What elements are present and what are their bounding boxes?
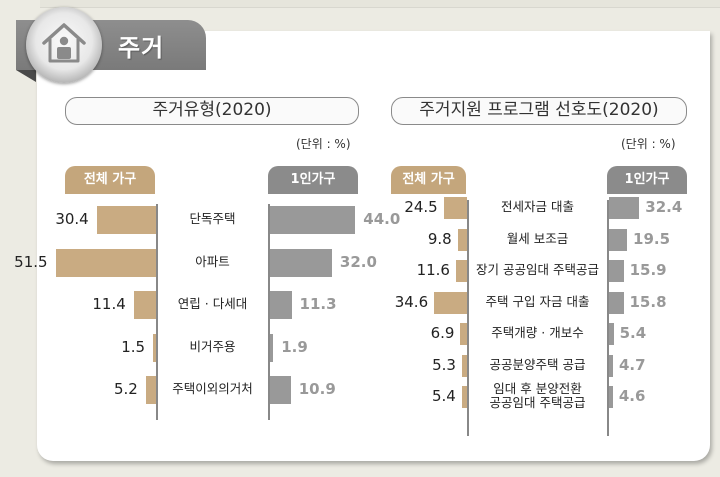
value-all-households: 5.4 bbox=[432, 387, 456, 405]
value-all-households: 1.5 bbox=[121, 337, 146, 356]
tab-fold bbox=[16, 70, 36, 82]
category-label-line: 비거주용 bbox=[189, 338, 236, 354]
bar-single-households bbox=[608, 291, 624, 314]
category-label: 임대 후 분양전환 공공임대 주택공급 bbox=[468, 382, 607, 410]
category-label-line: 월세 보조금 bbox=[506, 230, 569, 246]
category-label: 연립 · 다세대 bbox=[157, 297, 268, 311]
value-all-households: 24.5 bbox=[404, 198, 438, 216]
value-single-households: 32.0 bbox=[339, 252, 377, 271]
category-label-line: 전세자금 대출 bbox=[501, 199, 574, 214]
value-single-households: 5.4 bbox=[619, 324, 647, 342]
value-all-households: 51.5 bbox=[14, 252, 48, 271]
right-axis bbox=[607, 200, 609, 436]
category-label-line: 연립 · 다세대 bbox=[177, 296, 248, 311]
value-single-households: 44.0 bbox=[363, 210, 401, 228]
left-axis bbox=[156, 204, 158, 420]
top-strip bbox=[40, 0, 720, 8]
category-label: 장기 공공임대 주택공급 bbox=[468, 263, 607, 277]
value-all-households: 6.9 bbox=[430, 324, 455, 342]
value-single-households: 4.6 bbox=[618, 387, 646, 405]
category-label-line: 아파트 bbox=[195, 253, 230, 269]
bar-all-households bbox=[457, 228, 467, 251]
bar-all-households bbox=[460, 323, 467, 345]
legend-all-households: 전체 가구 bbox=[391, 166, 466, 194]
legend-all-households: 전체 가구 bbox=[65, 166, 155, 194]
bar-all-households bbox=[55, 248, 156, 277]
category-label: 주택이외의거처 bbox=[157, 382, 268, 396]
bar-all-households bbox=[133, 291, 156, 319]
bar-all-households bbox=[434, 291, 467, 314]
bar-single-households bbox=[269, 376, 291, 404]
section-title: 주거 bbox=[118, 34, 165, 62]
value-single-households: 4.7 bbox=[618, 355, 646, 374]
value-single-households: 15.8 bbox=[629, 292, 667, 311]
value-single-households: 10.9 bbox=[298, 380, 336, 398]
category-label-line: 임대 후 분양전환 bbox=[493, 381, 582, 396]
legend-single-households: 1인가구 bbox=[607, 166, 687, 194]
category-label-line: 단독주택 bbox=[189, 211, 236, 226]
bar-all-households bbox=[455, 260, 467, 282]
bar-single-households bbox=[608, 323, 614, 345]
bar-single-households bbox=[269, 333, 274, 362]
bar-all-households bbox=[461, 354, 467, 377]
value-single-households: 19.5 bbox=[633, 229, 671, 248]
value-single-households: 32.4 bbox=[645, 198, 683, 216]
value-all-households: 34.6 bbox=[394, 292, 429, 311]
bar-all-households bbox=[153, 333, 156, 362]
category-label-line: 주택개량 · 개보수 bbox=[491, 325, 584, 340]
value-all-households: 30.4 bbox=[55, 210, 89, 228]
bar-single-households bbox=[608, 197, 640, 219]
bar-single-households bbox=[269, 206, 356, 234]
category-label: 월세 보조금 bbox=[468, 230, 607, 246]
bar-single-households bbox=[269, 291, 292, 319]
bar-all-households bbox=[461, 386, 467, 408]
bar-all-households bbox=[443, 197, 467, 219]
value-all-households: 11.4 bbox=[92, 295, 126, 313]
bar-single-households bbox=[608, 260, 624, 282]
value-single-households: 1.9 bbox=[281, 337, 308, 356]
value-single-households: 15.9 bbox=[629, 261, 667, 279]
panel-title: 주거유형(2020) bbox=[65, 97, 359, 125]
category-label: 공공분양주택 공급 bbox=[468, 356, 607, 372]
category-label: 전세자금 대출 bbox=[468, 200, 607, 214]
unit-label: (단위 : %) bbox=[621, 137, 676, 151]
bar-single-households bbox=[608, 354, 613, 377]
value-all-households: 11.6 bbox=[416, 261, 450, 279]
legend-single-households: 1인가구 bbox=[268, 166, 358, 194]
bar-single-households bbox=[608, 386, 613, 408]
house-person-icon bbox=[42, 23, 86, 63]
section-badge bbox=[26, 7, 102, 83]
value-single-households: 11.3 bbox=[299, 295, 337, 313]
category-label-line: 주택 구입 자금 대출 bbox=[485, 293, 590, 309]
value-all-households: 5.3 bbox=[432, 355, 456, 374]
left-axis bbox=[467, 200, 469, 436]
panel-title: 주거지원 프로그램 선호도(2020) bbox=[391, 97, 687, 125]
category-label: 비거주용 bbox=[157, 338, 268, 354]
category-label: 주택개량 · 개보수 bbox=[468, 326, 607, 340]
value-all-households: 9.8 bbox=[427, 229, 452, 248]
category-label: 단독주택 bbox=[157, 212, 268, 226]
unit-label: (단위 : %) bbox=[296, 137, 351, 151]
bar-single-households bbox=[269, 248, 332, 277]
bar-single-households bbox=[608, 228, 628, 251]
category-label-line: 공공분양주택 공급 bbox=[489, 356, 586, 372]
value-all-households: 5.2 bbox=[114, 380, 138, 398]
bar-all-households bbox=[96, 206, 156, 234]
category-label: 아파트 bbox=[157, 253, 268, 269]
category-label-line: 주택이외의거처 bbox=[172, 381, 253, 396]
category-label: 주택 구입 자금 대출 bbox=[468, 293, 607, 309]
bar-all-households bbox=[145, 376, 156, 404]
category-label-line: 공공임대 주택공급 bbox=[489, 395, 586, 410]
category-label-line: 장기 공공임대 주택공급 bbox=[476, 262, 599, 277]
right-axis bbox=[268, 204, 270, 420]
